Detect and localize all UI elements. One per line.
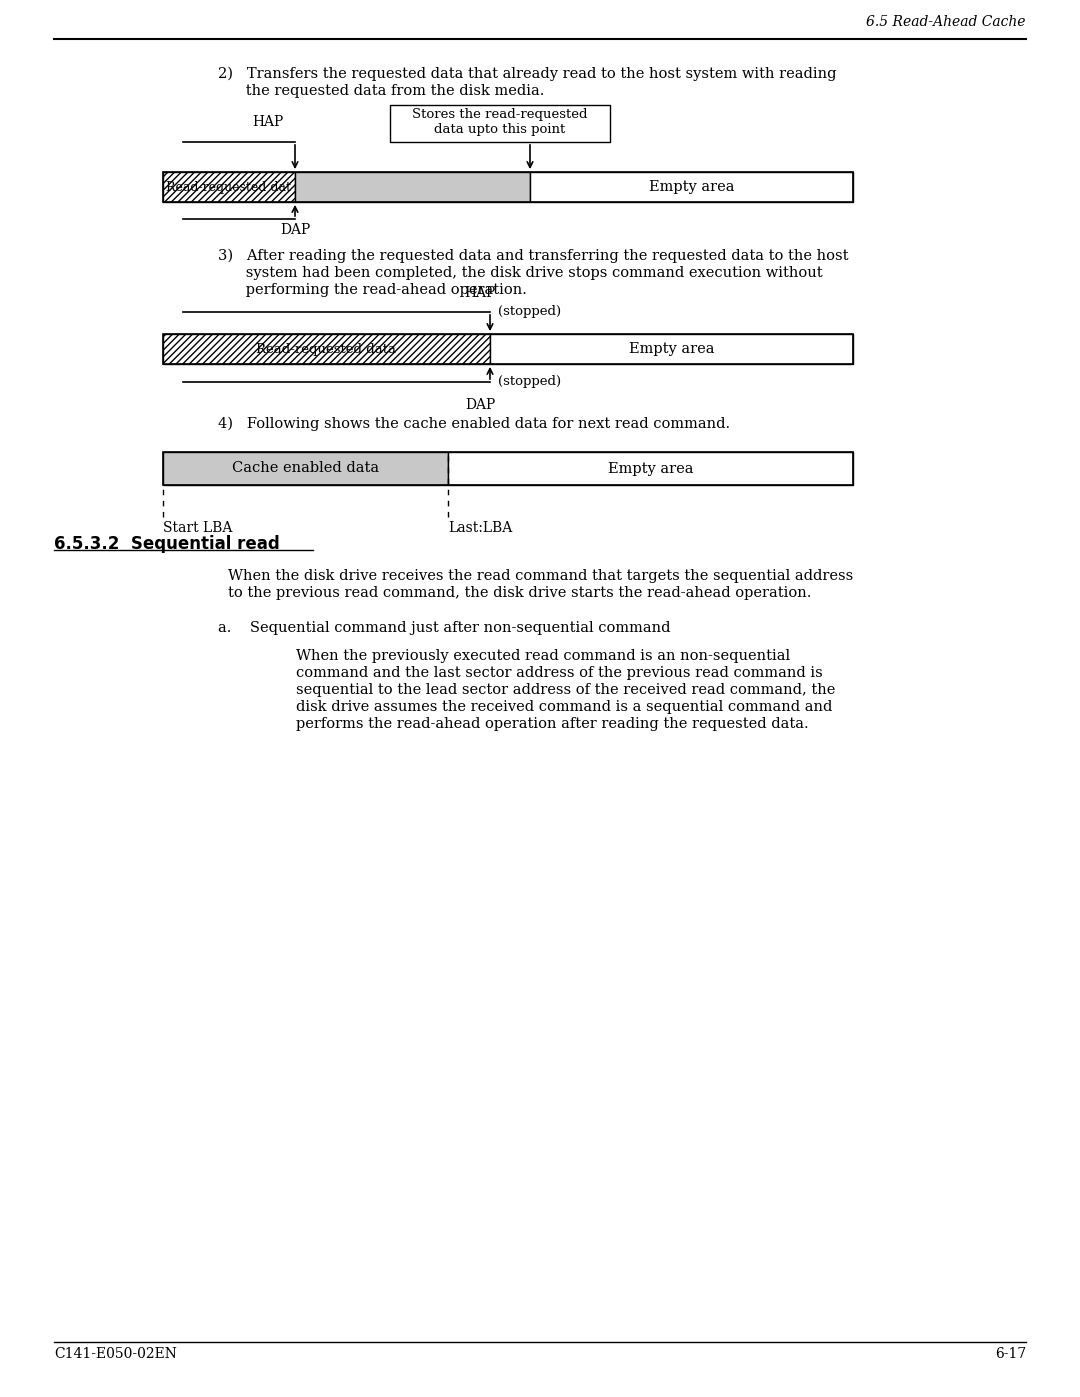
- Text: performing the read-ahead operation.: performing the read-ahead operation.: [218, 284, 527, 298]
- Bar: [390, 105, 610, 142]
- Text: sequential to the lead sector address of the received read command, the: sequential to the lead sector address of…: [296, 683, 835, 697]
- Text: Start LBA: Start LBA: [163, 521, 232, 535]
- Text: Read-requested data: Read-requested data: [257, 342, 396, 355]
- Text: Empty area: Empty area: [649, 180, 734, 194]
- Bar: [163, 172, 853, 203]
- Text: 6.5.3.2  Sequential read: 6.5.3.2 Sequential read: [54, 535, 280, 553]
- Text: (stopped): (stopped): [498, 306, 562, 319]
- Text: command and the last sector address of the previous read command is: command and the last sector address of t…: [296, 666, 823, 680]
- Text: 6.5 Read-Ahead Cache: 6.5 Read-Ahead Cache: [866, 15, 1026, 29]
- Text: Stores the read-requested
data upto this point: Stores the read-requested data upto this…: [413, 108, 588, 136]
- Text: (stopped): (stopped): [498, 376, 562, 388]
- Text: 2)   Transfers the requested data that already read to the host system with read: 2) Transfers the requested data that alr…: [218, 67, 837, 81]
- Bar: [295, 172, 530, 203]
- Bar: [490, 334, 853, 365]
- Text: performs the read-ahead operation after reading the requested data.: performs the read-ahead operation after …: [296, 717, 809, 731]
- Text: the requested data from the disk media.: the requested data from the disk media.: [218, 84, 544, 98]
- Bar: [163, 453, 448, 485]
- Bar: [163, 172, 295, 203]
- Bar: [163, 334, 490, 365]
- Text: disk drive assumes the received command is a sequential command and: disk drive assumes the received command …: [296, 700, 833, 714]
- Text: 6-17: 6-17: [995, 1347, 1026, 1361]
- Bar: [163, 334, 853, 365]
- Text: Empty area: Empty area: [608, 461, 693, 475]
- Text: Empty area: Empty area: [629, 342, 714, 356]
- Text: Cache enabled data: Cache enabled data: [232, 461, 379, 475]
- Text: Read-requested dat: Read-requested dat: [166, 180, 292, 194]
- Text: When the previously executed read command is an non-sequential: When the previously executed read comman…: [296, 650, 791, 664]
- Text: system had been completed, the disk drive stops command execution without: system had been completed, the disk driv…: [218, 265, 823, 279]
- Text: 3)   After reading the requested data and transferring the requested data to the: 3) After reading the requested data and …: [218, 249, 849, 264]
- Bar: [163, 453, 853, 485]
- Text: to the previous read command, the disk drive starts the read-ahead operation.: to the previous read command, the disk d…: [228, 585, 811, 599]
- Bar: [448, 453, 853, 485]
- Text: DAP: DAP: [464, 398, 495, 412]
- Text: C141-E050-02EN: C141-E050-02EN: [54, 1347, 177, 1361]
- Text: a.    Sequential command just after non-sequential command: a. Sequential command just after non-seq…: [218, 622, 671, 636]
- Text: When the disk drive receives the read command that targets the sequential addres: When the disk drive receives the read co…: [228, 569, 853, 583]
- Text: HAP: HAP: [464, 286, 496, 300]
- Bar: [530, 172, 853, 203]
- Text: HAP: HAP: [252, 115, 283, 129]
- Text: 4)   Following shows the cache enabled data for next read command.: 4) Following shows the cache enabled dat…: [218, 416, 730, 432]
- Text: DAP: DAP: [280, 224, 310, 237]
- Text: Last:LBA: Last:LBA: [448, 521, 512, 535]
